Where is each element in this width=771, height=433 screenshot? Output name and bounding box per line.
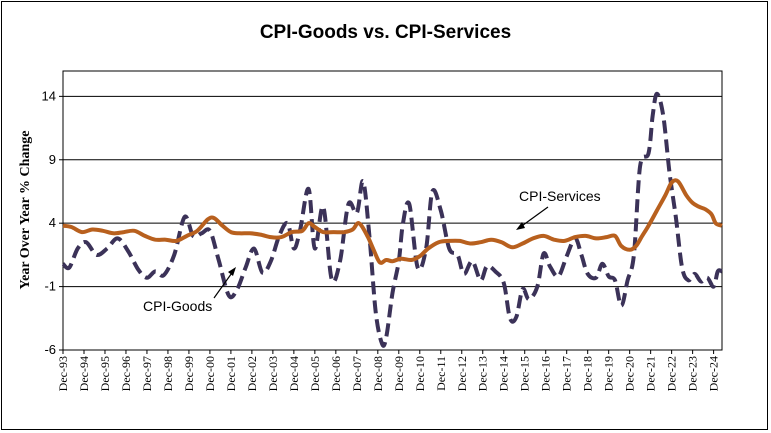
x-tick-label: Dec-96: [119, 356, 133, 391]
x-tick-label: Dec-23: [686, 356, 700, 391]
x-tick-label: Dec-97: [140, 356, 154, 391]
annotation-services-arrow: [518, 206, 549, 229]
plot-area: [62, 70, 723, 351]
x-tick-label: Dec-94: [77, 356, 91, 391]
y-tick-label: -6: [44, 342, 56, 357]
x-tick-label: Dec-09: [392, 356, 406, 391]
x-tick-label: Dec-93: [56, 356, 70, 391]
x-tick-label: Dec-21: [644, 356, 658, 391]
y-tick-label: -1: [44, 279, 56, 294]
y-tick-label: 14: [42, 88, 56, 103]
x-axis-ticks: Dec-93 Dec-94 Dec-95 Dec-96 Dec-97 Dec-98 Dec-…: [56, 350, 721, 391]
x-tick-label: Dec-10: [413, 356, 427, 391]
annotation-services-label: CPI-Services: [519, 188, 601, 204]
x-tick-label: Dec-99: [182, 356, 196, 391]
x-tick-label: Dec-15: [518, 356, 532, 391]
x-tick-label: Dec-14: [497, 356, 511, 391]
y-axis-ticks: 14 9 4 -1 -6: [42, 88, 63, 357]
annotation-goods-label: CPI-Goods: [143, 298, 212, 314]
x-tick-label: Dec-19: [602, 356, 616, 391]
x-tick-label: Dec-13: [476, 356, 490, 391]
x-tick-label: Dec-01: [224, 356, 238, 391]
x-tick-label: Dec-98: [161, 356, 175, 391]
chart-title: CPI-Goods vs. CPI-Services: [259, 22, 512, 43]
series-lines: [61, 91, 723, 348]
x-tick-label: Dec-20: [623, 356, 637, 391]
x-tick-label: Dec-04: [287, 356, 301, 391]
y-tick-label: 9: [49, 152, 56, 167]
x-tick-label: Dec-12: [455, 356, 469, 391]
x-tick-label: Dec-08: [371, 356, 385, 391]
x-tick-label: Dec-95: [98, 356, 112, 391]
annotation-goods: CPI-Goods: [143, 267, 236, 314]
x-tick-label: Dec-02: [245, 356, 259, 391]
x-tick-label: Dec-05: [308, 356, 322, 391]
x-tick-label: Dec-18: [581, 356, 595, 391]
annotation-services-arrowhead: [516, 222, 525, 230]
x-tick-label: Dec-24: [707, 356, 721, 391]
x-tick-label: Dec-11: [434, 356, 448, 391]
annotation-goods-arrow: [213, 269, 235, 299]
x-tick-label: Dec-06: [329, 356, 343, 391]
annotation-services: CPI-Services: [516, 188, 601, 230]
x-tick-label: Dec-03: [266, 356, 280, 391]
y-axis-label: Year Over Year % Change: [18, 131, 33, 290]
x-tick-label: Dec-00: [203, 356, 217, 391]
series-line-cpi-services: [62, 178, 723, 265]
y-tick-label: 4: [49, 215, 56, 230]
x-tick-label: Dec-22: [665, 356, 679, 391]
x-tick-label: Dec-17: [560, 356, 574, 391]
series-line-cpi-goods: [61, 91, 723, 348]
gridlines: [63, 95, 722, 288]
x-tick-label: Dec-07: [350, 356, 364, 391]
annotation-goods-arrowhead: [228, 267, 236, 276]
x-tick-label: Dec-16: [539, 356, 553, 391]
